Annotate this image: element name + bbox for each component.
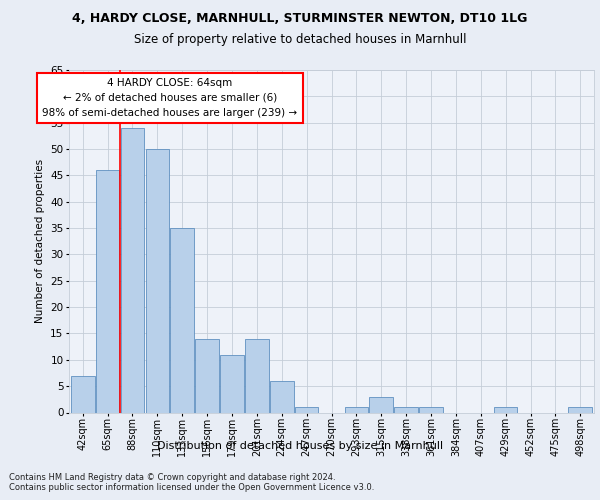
Bar [370, 396, 393, 412]
Bar [96, 170, 119, 412]
Bar [220, 354, 244, 412]
Bar [71, 376, 95, 412]
Text: Distribution of detached houses by size in Marnhull: Distribution of detached houses by size … [157, 441, 443, 451]
Bar [295, 407, 319, 412]
Text: 4, HARDY CLOSE, MARNHULL, STURMINSTER NEWTON, DT10 1LG: 4, HARDY CLOSE, MARNHULL, STURMINSTER NE… [73, 12, 527, 26]
Text: Size of property relative to detached houses in Marnhull: Size of property relative to detached ho… [134, 32, 466, 46]
Bar [494, 407, 517, 412]
Bar [394, 407, 418, 412]
Text: Contains HM Land Registry data © Crown copyright and database right 2024.
Contai: Contains HM Land Registry data © Crown c… [9, 472, 374, 492]
Bar [568, 407, 592, 412]
Bar [270, 381, 293, 412]
Bar [170, 228, 194, 412]
Bar [245, 338, 269, 412]
Bar [195, 338, 219, 412]
Text: 4 HARDY CLOSE: 64sqm
← 2% of detached houses are smaller (6)
98% of semi-detache: 4 HARDY CLOSE: 64sqm ← 2% of detached ho… [42, 78, 298, 118]
Bar [121, 128, 144, 412]
Y-axis label: Number of detached properties: Number of detached properties [35, 159, 44, 324]
Bar [146, 149, 169, 412]
Bar [344, 407, 368, 412]
Bar [419, 407, 443, 412]
